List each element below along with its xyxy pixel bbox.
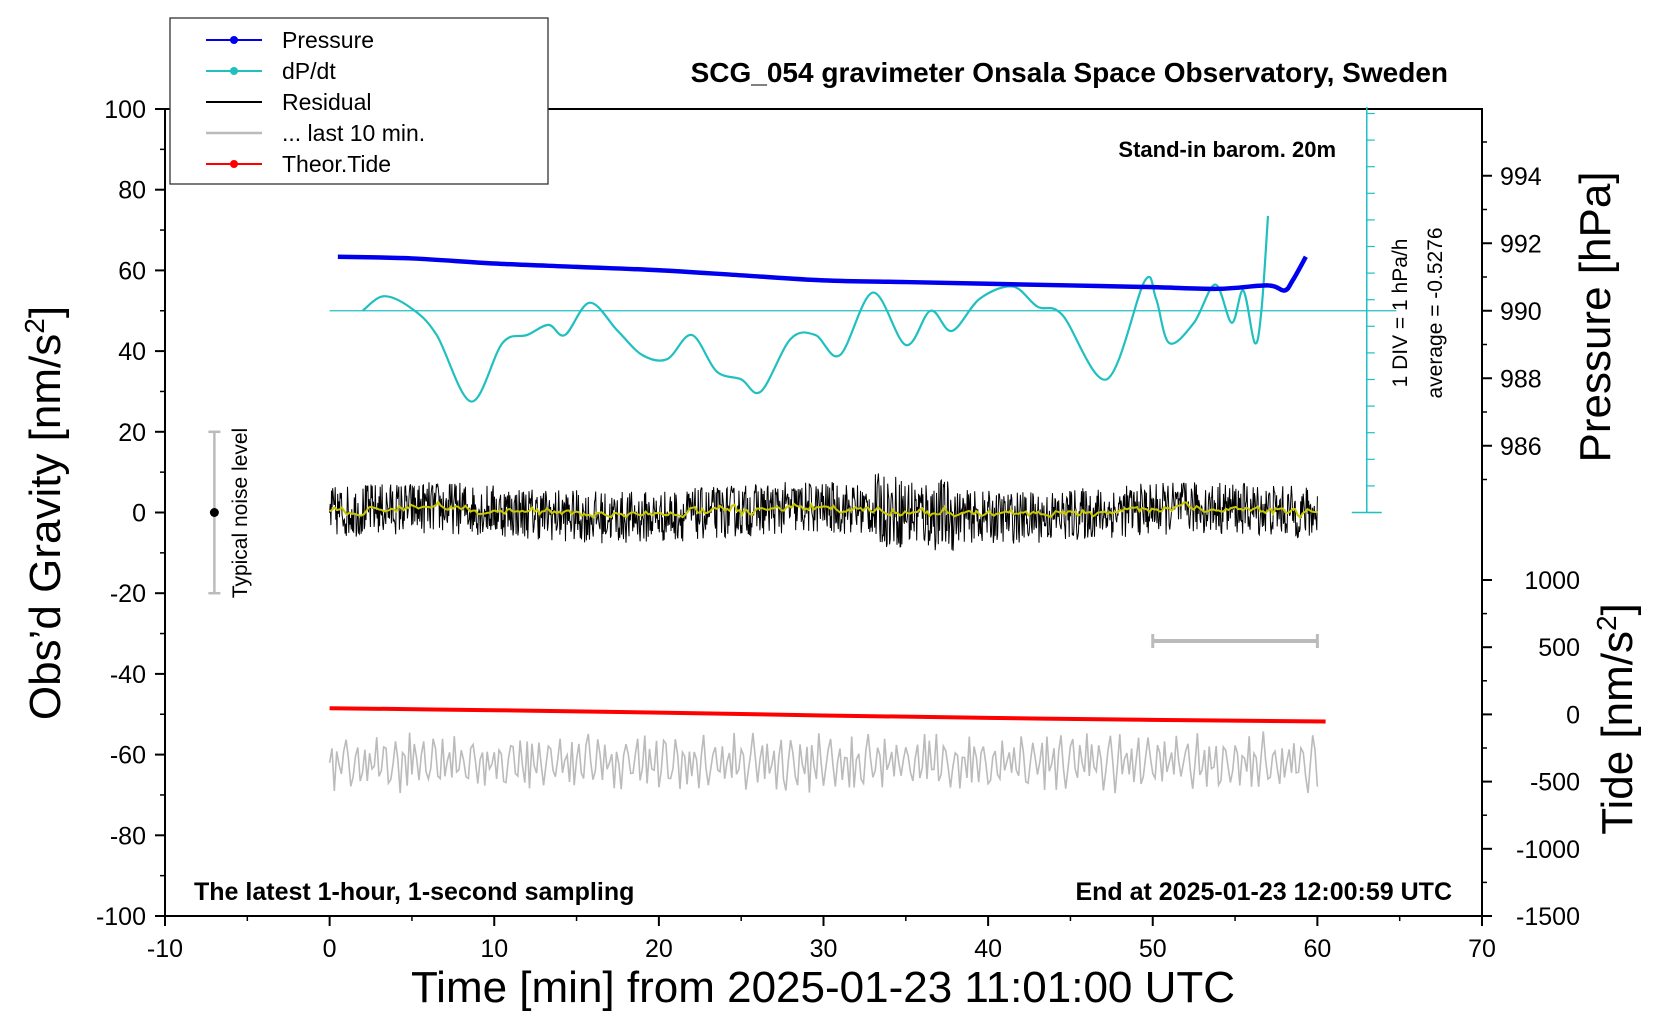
y-tick-label: 40 — [118, 338, 146, 366]
x-tick-label: 30 — [810, 935, 838, 963]
pressure-tick-label: 994 — [1500, 163, 1542, 191]
legend-label: Theor.Tide — [282, 151, 391, 177]
dpdt-line — [361, 215, 1270, 403]
y-axis-left: 100 80 60 40 20 0 -20 -40 -60 -80 -100 — [96, 96, 165, 931]
x-tick-label: -10 — [147, 935, 183, 963]
pressure-tick-label: 988 — [1500, 365, 1542, 393]
x-axis-label: Time [min] from 2025-01-23 11:01:00 UTC — [411, 963, 1235, 1012]
y-axis-label-tide-close: ] — [1593, 603, 1642, 615]
residual-line — [329, 473, 1318, 551]
y-tick-label: -40 — [110, 661, 146, 689]
y-axis-label-tide-main: Tide [nm/s — [1593, 631, 1642, 835]
x-tick-label: 20 — [645, 935, 673, 963]
legend-label: Pressure — [282, 27, 374, 53]
y-tick-label: -80 — [110, 822, 146, 850]
tide-tick-label: -1500 — [1516, 903, 1580, 931]
average-annotation: average = -0.5276 — [1424, 227, 1447, 398]
y-tick-label: 0 — [132, 500, 146, 528]
tide-tick-label: -1000 — [1516, 836, 1580, 864]
y-axis-label-left-close: ] — [21, 306, 70, 318]
y-tick-label: -100 — [96, 903, 146, 931]
y-axis-label-left: Obs’d Gravity [nm/s2] — [19, 306, 70, 720]
y-axis-label-pressure: Pressure [hPa] — [1571, 171, 1620, 462]
tide-tick-label: 1000 — [1524, 567, 1580, 595]
x-tick-label: 0 — [323, 935, 337, 963]
x-tick-label: 70 — [1468, 935, 1496, 963]
series-layer — [208, 107, 1397, 794]
noise-annotation: Typical noise level — [229, 428, 252, 598]
y-tick-label: 80 — [118, 177, 146, 205]
tide-tick-label: 0 — [1566, 701, 1580, 729]
pressure-tick-label: 986 — [1500, 433, 1542, 461]
y-axis-tide: 1000 500 0 -500 -1000 -1500 — [1482, 567, 1580, 931]
legend-label: dP/dt — [282, 58, 336, 84]
legend-marker — [230, 160, 238, 168]
end-annotation: End at 2025-01-23 12:00:59 UTC — [1075, 878, 1452, 906]
tide-tick-label: 500 — [1538, 634, 1580, 662]
legend-label: ... last 10 min. — [282, 120, 425, 146]
legend-marker — [230, 67, 238, 75]
noise-bar-center — [209, 508, 219, 517]
x-tick-label: 50 — [1139, 935, 1167, 963]
x-axis: -10 0 10 20 30 40 50 60 70 — [147, 916, 1496, 963]
pressure-tick-label: 990 — [1500, 298, 1542, 326]
y-axis-pressure: 994 992 990 988 986 — [1482, 141, 1542, 481]
y-tick-label: 100 — [104, 96, 146, 124]
y-axis-label-tide-sup: 2 — [1591, 615, 1622, 631]
y-tick-label: -20 — [110, 580, 146, 608]
y-axis-label-left-sup: 2 — [19, 318, 50, 334]
y-axis-label-left-main: Obs’d Gravity [nm/s — [21, 334, 70, 720]
tide-line — [329, 706, 1326, 724]
tide-tick-label: -500 — [1530, 769, 1580, 797]
y-tick-label: 60 — [118, 257, 146, 285]
chart-title: SCG_054 gravimeter Onsala Space Observat… — [691, 57, 1448, 88]
legend: Pressure dP/dt Residual ... last 10 min. The… — [169, 17, 549, 185]
y-tick-label: -60 — [110, 742, 146, 770]
legend-label: Residual — [282, 89, 372, 115]
last-10min-line — [328, 731, 1319, 794]
div-annotation: 1 DIV = 1 hPa/h — [1389, 239, 1412, 388]
x-tick-label: 10 — [480, 935, 508, 963]
pressure-line — [337, 254, 1308, 293]
barometer-annotation: Stand-in barom. 20m — [1118, 137, 1336, 162]
legend-marker — [230, 36, 238, 44]
residual-smoothed-line — [329, 500, 1318, 520]
x-tick-label: 40 — [974, 935, 1002, 963]
x-tick-label: 60 — [1303, 935, 1331, 963]
pressure-tick-label: 992 — [1500, 230, 1542, 258]
y-axis-label-tide: Tide [nm/s2] — [1591, 603, 1642, 835]
latest-annotation: The latest 1-hour, 1-second sampling — [194, 878, 634, 906]
y-tick-label: 20 — [118, 419, 146, 447]
